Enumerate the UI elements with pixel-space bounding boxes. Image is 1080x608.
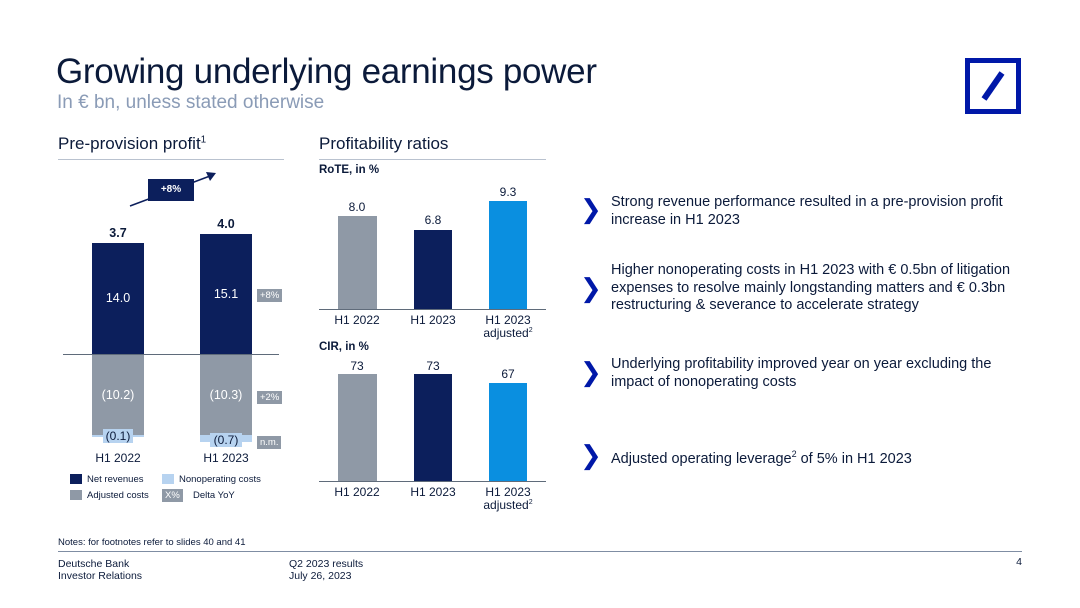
ppp-category-label: H1 2022 — [95, 451, 141, 465]
cir-axis — [319, 481, 546, 482]
cir-chart-label: CIR, in % — [319, 341, 369, 353]
adjusted-costs-bar — [92, 355, 144, 435]
cir-value: 67 — [501, 367, 515, 381]
ppp-title-footnote: 1 — [200, 134, 207, 146]
bullet-text: Adjusted operating leverage2 of 5% in H1… — [611, 446, 1011, 468]
legend-delta-badge: X% — [162, 489, 183, 502]
rote-category-label: H1 2023 — [485, 313, 531, 327]
footer-department: Investor Relations — [58, 570, 143, 582]
ppp-section-title: Pre-provision profit1 — [58, 134, 206, 154]
rote-chart-label: RoTE, in % — [319, 164, 380, 176]
chevron-right-icon: ❯ — [580, 273, 602, 303]
zero-baseline — [63, 354, 279, 355]
ppp-category-label: H1 2023 — [203, 451, 249, 465]
cir-category-label: H1 2022 — [334, 485, 380, 499]
rote-category-label: H1 2023 — [410, 313, 456, 327]
footnote-marker: 2 — [528, 327, 533, 334]
net-revenues-bar — [200, 234, 252, 355]
adjusted-costs-bar — [200, 355, 252, 435]
legend-swatch-net-revenues — [70, 474, 82, 484]
growth-badge: +8% — [148, 179, 194, 201]
footer-company: Deutsche Bank — [58, 558, 130, 570]
chevron-right-icon: ❯ — [580, 357, 602, 387]
rote-value: 6.8 — [424, 213, 442, 227]
cir-category-label-adjusted: adjusted2 — [476, 498, 540, 512]
bullet-text: Underlying profitability improved year o… — [611, 356, 992, 390]
footer-document: Q2 2023 results — [289, 558, 364, 570]
rote-category-label-adjusted: adjusted2 — [476, 326, 540, 340]
cir-category-label: H1 2023 — [410, 485, 456, 499]
page-title: Growing underlying earnings power — [56, 52, 597, 91]
rote-axis — [319, 309, 546, 310]
legend-label: Adjusted costs — [87, 490, 149, 501]
total-label: 3.7 — [109, 226, 127, 240]
total-label: 4.0 — [217, 217, 235, 231]
cir-value: 73 — [426, 359, 440, 373]
page-number: 4 — [1016, 556, 1022, 568]
rote-bar — [414, 230, 452, 309]
cir-value: 73 — [350, 359, 364, 373]
footer-date: July 26, 2023 — [289, 570, 352, 582]
ratios-title-rule — [319, 159, 546, 160]
rote-category-label: H1 2022 — [334, 313, 380, 327]
bullet-text: Higher nonoperating costs in H1 2023 wit… — [611, 262, 1011, 313]
rote-bar — [338, 216, 377, 309]
adjusted-text: adjusted — [483, 498, 529, 512]
nonoperating-costs-value: (0.7) — [210, 433, 242, 447]
cir-category-label: H1 2023 — [485, 485, 531, 499]
bullet-text-tail: of 5% in H1 2023 — [796, 450, 912, 467]
deutsche-bank-logo — [965, 58, 1021, 114]
cir-bar — [489, 383, 527, 481]
ratios-section-title: Profitability ratios — [319, 134, 449, 153]
legend-label: Delta YoY — [193, 490, 235, 501]
page-subtitle: In € bn, unless stated otherwise — [57, 92, 325, 113]
legend-label: Nonoperating costs — [179, 474, 261, 485]
footnote-marker: 2 — [791, 449, 797, 459]
chevron-right-icon: ❯ — [580, 440, 602, 470]
net-revenues-bar — [92, 243, 144, 355]
legend-label: Net revenues — [87, 474, 144, 485]
bullet-text-main: Adjusted operating leverage — [611, 450, 792, 467]
ppp-title-rule — [58, 159, 284, 160]
footnotes-note: Notes: for footnotes refer to slides 40 … — [58, 537, 246, 548]
footnote-marker: 2 — [528, 499, 533, 506]
delta-badge: n.m. — [257, 436, 282, 449]
footer-rule — [58, 551, 1022, 552]
adjusted-costs-value: (10.3) — [209, 388, 243, 402]
delta-badge: +8% — [257, 289, 283, 302]
ppp-title-text: Pre-provision profit — [58, 134, 201, 153]
adjusted-text: adjusted — [483, 326, 529, 340]
legend-swatch-nonoperating-costs — [162, 474, 174, 484]
legend-swatch-adjusted-costs — [70, 490, 82, 500]
chevron-right-icon: ❯ — [580, 194, 602, 224]
adjusted-costs-value: (10.2) — [101, 388, 135, 402]
nonoperating-costs-value: (0.1) — [103, 429, 133, 443]
cir-bar — [414, 374, 452, 481]
rote-value: 9.3 — [499, 185, 517, 199]
cir-bar — [338, 374, 377, 481]
rote-value: 8.0 — [348, 200, 366, 214]
delta-badge: +2% — [257, 391, 283, 404]
bullet-text: Strong revenue performance resulted in a… — [611, 194, 1003, 228]
net-revenues-value: 15.1 — [213, 287, 239, 301]
net-revenues-value: 14.0 — [105, 291, 131, 305]
rote-bar — [489, 201, 527, 309]
